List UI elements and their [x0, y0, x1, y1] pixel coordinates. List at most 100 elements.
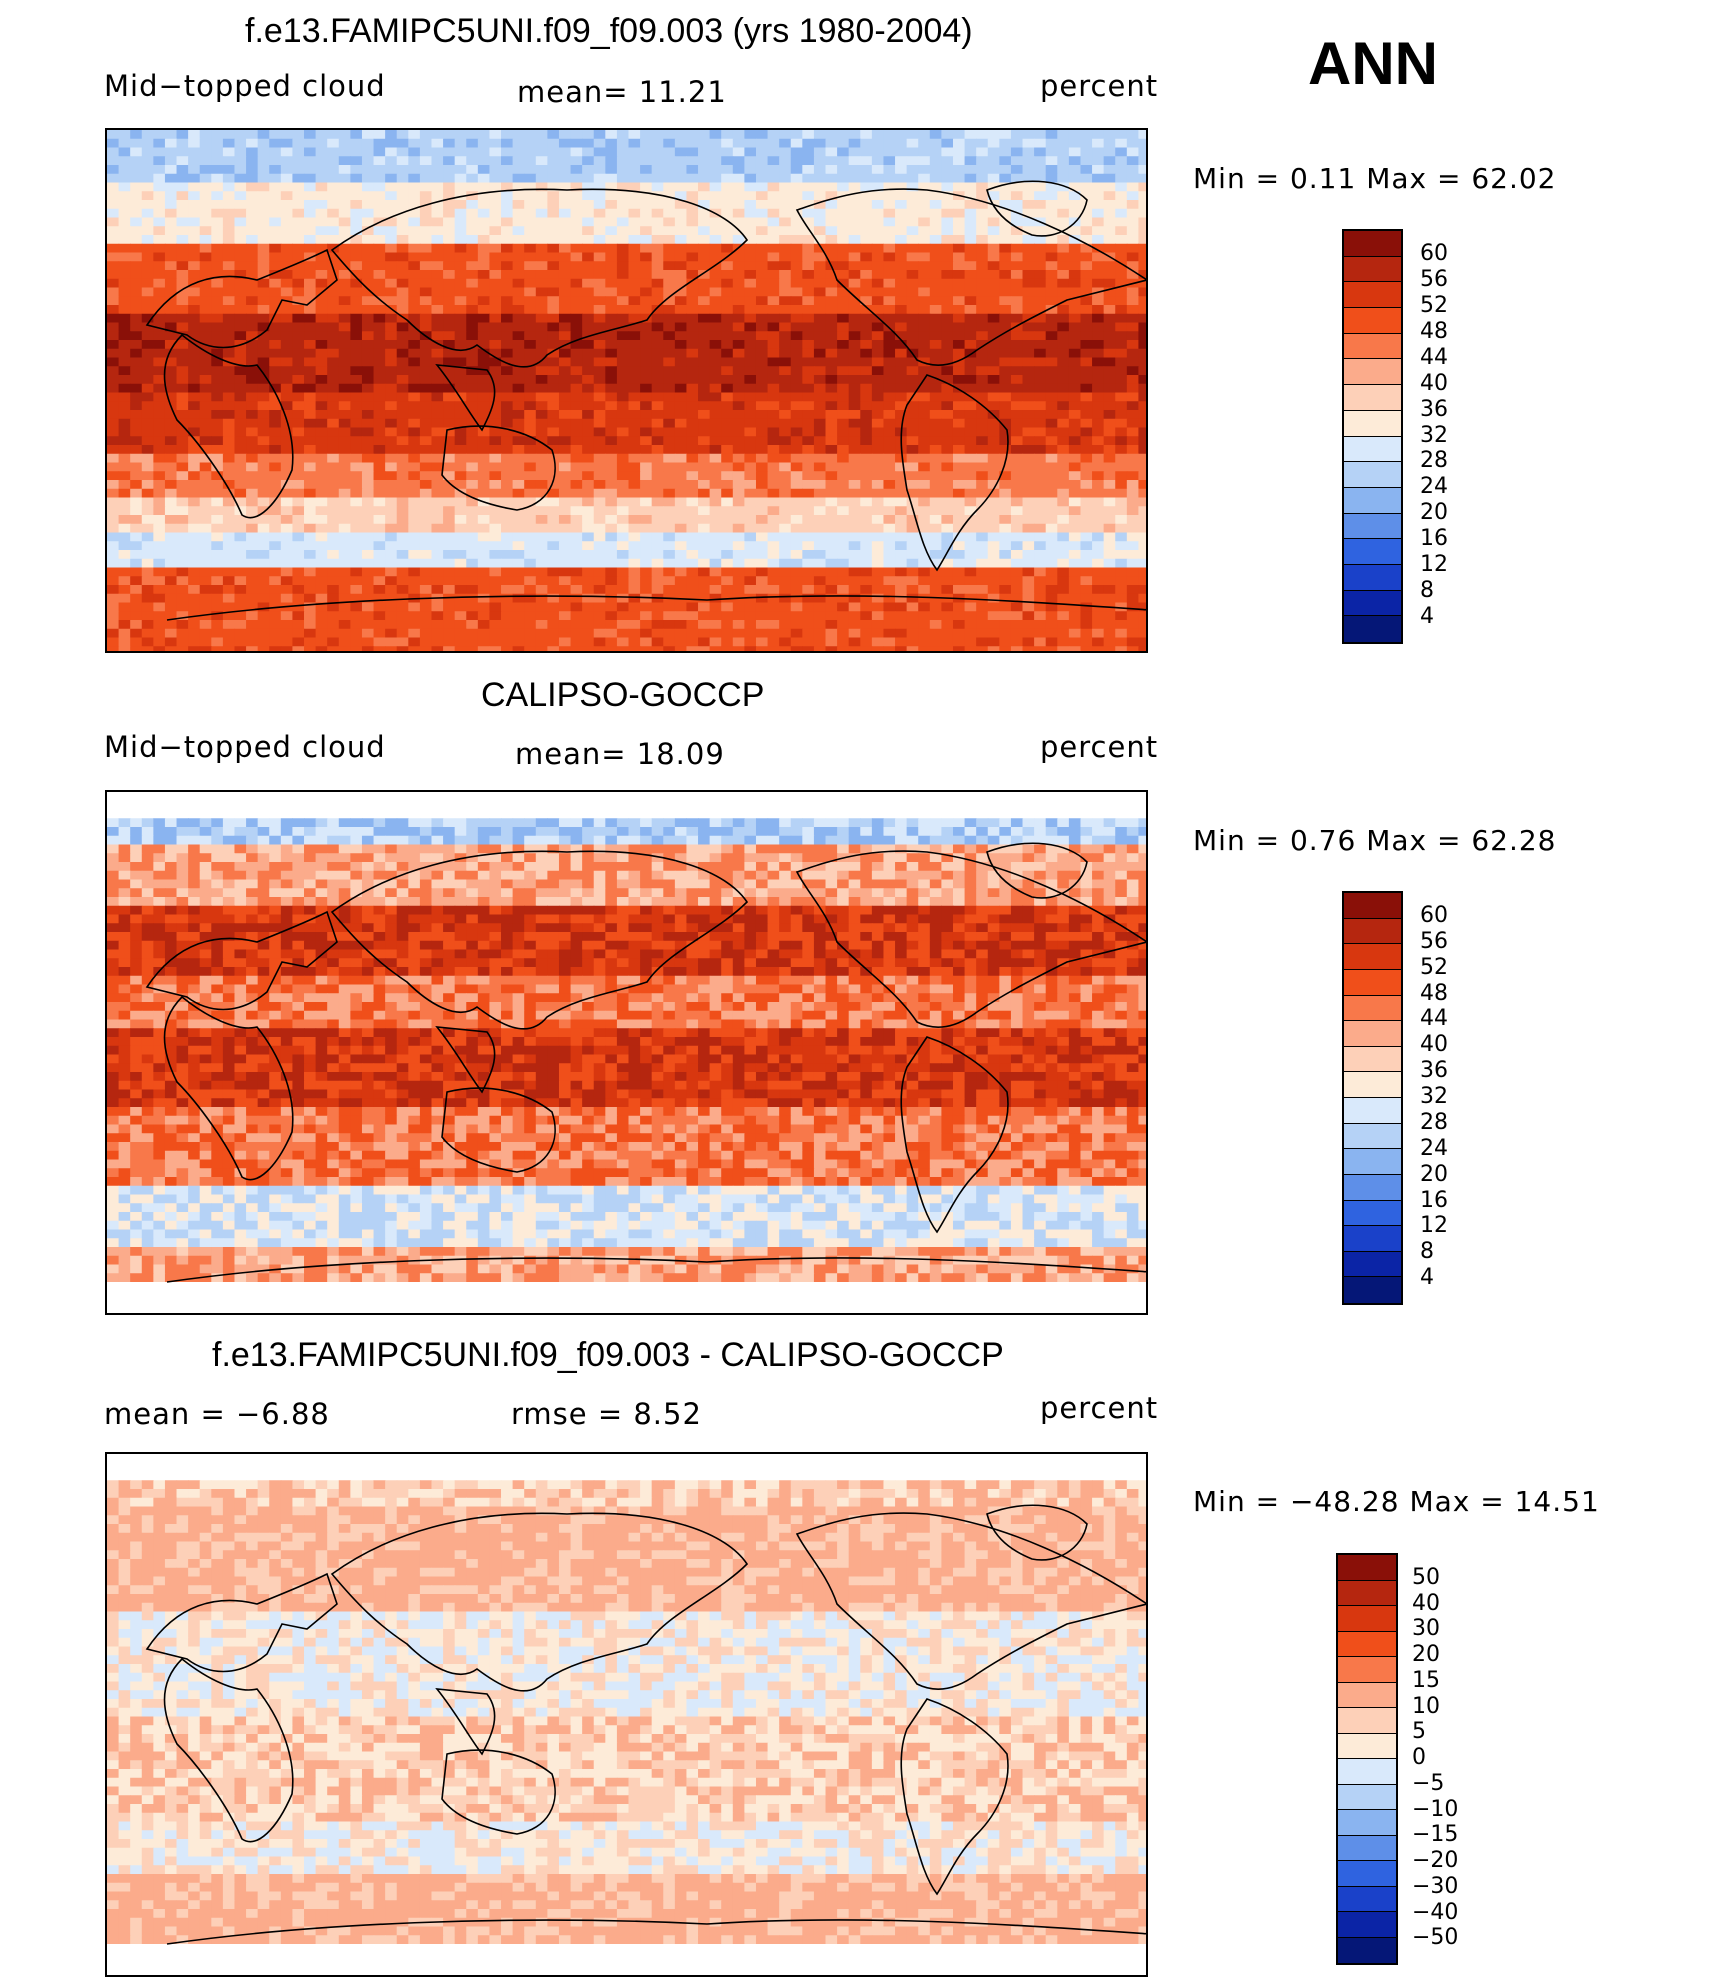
panel-2-right-label: percent: [1040, 730, 1159, 764]
colorbar-swatch: [1344, 969, 1401, 996]
colorbar-swatch: [1338, 1886, 1396, 1912]
colorbar-tick-label: 24: [1420, 474, 1448, 500]
colorbar-tick-label: 24: [1420, 1135, 1448, 1161]
coastline-outline: [145, 1504, 1146, 1945]
colorbar-tick-label: 12: [1420, 552, 1448, 578]
colorbar-swatch: [1344, 1098, 1401, 1124]
panel-2-title: CALIPSO-GOCCP: [481, 676, 765, 714]
panel-3-map: [105, 1452, 1148, 1977]
colorbar-tick-label: 28: [1420, 448, 1448, 474]
colorbar-swatch: [1344, 1277, 1401, 1303]
colorbar-swatch: [1338, 1580, 1396, 1606]
colorbar-swatch: [1344, 944, 1401, 970]
colorbar-tick-label: 32: [1420, 1084, 1448, 1109]
panel-2-center-label: mean= 18.09: [515, 737, 725, 771]
panel-3-title: f.e13.FAMIPC5UNI.f09_f09.003 - CALIPSO-G…: [212, 1336, 1004, 1374]
colorbar-swatch: [1344, 539, 1401, 565]
colorbar-tick-label: 32: [1420, 422, 1448, 448]
colorbar-tick-label: −50: [1412, 1925, 1459, 1951]
colorbar-swatch: [1344, 513, 1401, 540]
panel-2-map: [105, 790, 1148, 1315]
colorbar-tick-label: 20: [1412, 1642, 1440, 1667]
panel-3-right-label: percent: [1040, 1391, 1159, 1425]
panel-1-title: f.e13.FAMIPC5UNI.f09_f09.003 (yrs 1980-2…: [245, 12, 973, 50]
colorbar-tick-label: 44: [1420, 344, 1448, 370]
coastline-outline: [145, 180, 1146, 621]
colorbar-swatch: [1344, 1174, 1401, 1201]
colorbar-swatch: [1344, 231, 1401, 257]
colorbar-tick-label: 10: [1412, 1693, 1440, 1719]
colorbar-tick-label: 20: [1420, 500, 1448, 526]
colorbar-swatch: [1344, 333, 1401, 360]
panel-1-colorbar-ticks: 60 56 52 48 44 40 36 32 28 24 20 16 12 8 4: [1420, 229, 1500, 644]
colorbar-swatch: [1344, 1072, 1401, 1098]
panel-1-left-label: Mid−topped cloud: [104, 69, 386, 103]
panel-2-colorbar-ticks: 60 56 52 48 44 40 36 32 28 24 20 16 12 8 4: [1420, 891, 1500, 1305]
colorbar-swatch: [1338, 1937, 1396, 1963]
colorbar-swatch: [1344, 462, 1401, 488]
panel-2-minmax: Min = 0.76 Max = 62.28: [1193, 824, 1557, 857]
panel-2-colorbar: [1342, 891, 1403, 1305]
colorbar-tick-label: 52: [1420, 292, 1448, 318]
colorbar-swatch: [1344, 410, 1401, 437]
panel-3-colorbar: [1336, 1553, 1398, 1965]
colorbar-tick-label: 30: [1412, 1616, 1440, 1642]
colorbar-swatch: [1344, 1149, 1401, 1175]
colorbar-swatch: [1344, 256, 1401, 283]
colorbar-tick-label: 48: [1420, 980, 1448, 1006]
panel-3-center-label: rmse = 8.52: [511, 1397, 702, 1431]
colorbar-tick-label: 60: [1420, 240, 1448, 266]
panel-3-minmax: Min = −48.28 Max = 14.51: [1193, 1485, 1600, 1518]
colorbar-tick-label: 56: [1420, 928, 1448, 954]
colorbar-swatch: [1344, 1251, 1401, 1278]
colorbar-tick-label: 5: [1412, 1719, 1426, 1745]
colorbar-tick-label: 8: [1420, 578, 1434, 604]
season-label: ANN: [1308, 30, 1438, 97]
colorbar-tick-label: 20: [1420, 1161, 1448, 1187]
panel-2-left-label: Mid−topped cloud: [104, 730, 386, 764]
colorbar-tick-label: 36: [1420, 396, 1448, 422]
colorbar-swatch: [1338, 1606, 1396, 1632]
colorbar-tick-label: 40: [1420, 370, 1448, 396]
panel-1-right-label: percent: [1040, 69, 1159, 103]
colorbar-swatch: [1338, 1759, 1396, 1785]
colorbar-swatch: [1338, 1861, 1396, 1887]
colorbar-swatch: [1344, 1226, 1401, 1252]
colorbar-swatch: [1344, 918, 1401, 945]
colorbar-swatch: [1344, 1046, 1401, 1073]
coastline-outline: [145, 842, 1146, 1283]
colorbar-swatch: [1344, 359, 1401, 386]
colorbar-swatch: [1344, 487, 1401, 514]
colorbar-swatch: [1344, 995, 1401, 1022]
colorbar-swatch: [1344, 616, 1401, 642]
colorbar-tick-label: 4: [1420, 604, 1434, 630]
colorbar-swatch: [1338, 1835, 1396, 1861]
colorbar-swatch: [1344, 308, 1401, 334]
panel-1-map: [105, 128, 1148, 653]
colorbar-tick-label: 15: [1412, 1667, 1440, 1693]
colorbar-swatch: [1338, 1784, 1396, 1810]
panel-1-minmax: Min = 0.11 Max = 62.02: [1193, 162, 1557, 195]
colorbar-tick-label: 50: [1412, 1564, 1440, 1590]
colorbar-tick-label: 44: [1420, 1006, 1448, 1032]
colorbar-swatch: [1344, 564, 1401, 591]
colorbar-swatch: [1338, 1810, 1396, 1836]
panel-1-center-label: mean= 11.21: [517, 75, 727, 109]
colorbar-swatch: [1338, 1682, 1396, 1708]
colorbar-swatch: [1344, 1123, 1401, 1150]
colorbar-tick-label: 16: [1420, 1187, 1448, 1213]
colorbar-tick-label: 8: [1420, 1239, 1434, 1265]
colorbar-tick-label: 4: [1420, 1265, 1434, 1291]
colorbar-swatch: [1338, 1708, 1396, 1734]
colorbar-tick-label: 16: [1420, 526, 1448, 552]
colorbar-swatch: [1344, 1021, 1401, 1047]
panel-1-colorbar: [1342, 229, 1403, 644]
colorbar-tick-label: −15: [1412, 1822, 1459, 1848]
colorbar-swatch: [1344, 893, 1401, 919]
colorbar-swatch: [1338, 1555, 1396, 1581]
colorbar-swatch: [1338, 1912, 1396, 1938]
colorbar-swatch: [1344, 385, 1401, 411]
colorbar-tick-label: −30: [1412, 1873, 1459, 1899]
colorbar-tick-label: 48: [1420, 318, 1448, 344]
colorbar-tick-label: −5: [1412, 1770, 1445, 1796]
